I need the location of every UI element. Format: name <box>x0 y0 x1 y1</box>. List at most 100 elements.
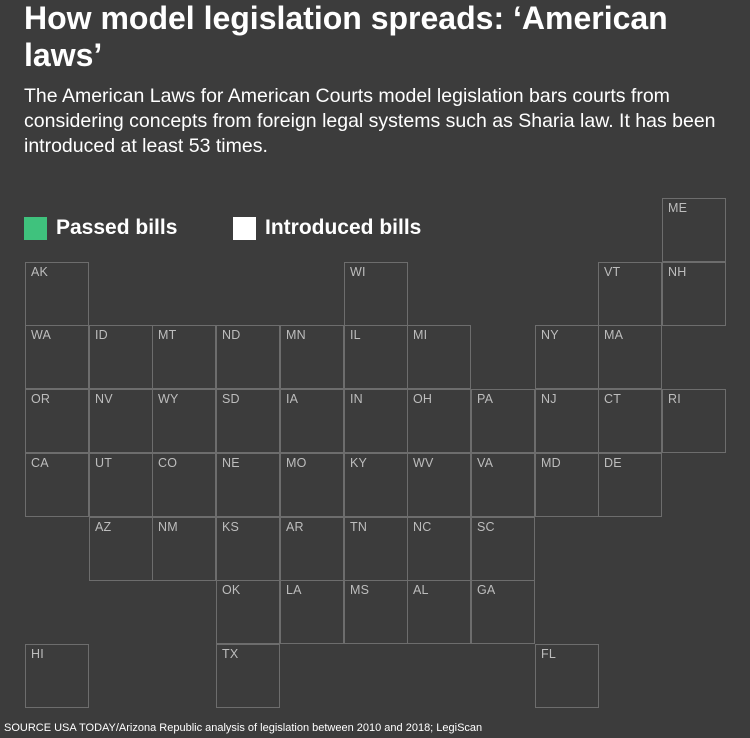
state-tile-nj: NJ <box>535 389 599 453</box>
state-label: HI <box>31 647 44 661</box>
state-tile-ok: OK <box>216 580 280 644</box>
state-label: AZ <box>95 520 112 534</box>
state-label: TN <box>350 520 368 534</box>
state-label: CT <box>604 392 622 406</box>
state-label: ME <box>668 201 688 215</box>
state-label: TX <box>222 647 239 661</box>
state-tile-ms: MS <box>344 580 408 644</box>
state-tile-sd: SD <box>216 389 280 453</box>
state-tile-wi: WI <box>344 262 408 326</box>
passed-swatch <box>24 216 47 240</box>
state-tile-ky: KY <box>344 453 408 517</box>
state-tile-mn: MN <box>280 325 344 389</box>
state-tile-mi: MI <box>407 325 471 389</box>
state-tile-ri: RI <box>662 389 726 453</box>
state-tile-ga: GA <box>471 580 535 644</box>
state-label: ID <box>95 328 108 342</box>
state-label: NC <box>413 520 432 534</box>
legend-introduced-label: Introduced bills <box>265 216 422 239</box>
state-tile-az: AZ <box>89 517 153 581</box>
state-label: NH <box>668 265 687 279</box>
state-tile-wv: WV <box>407 453 471 517</box>
state-label: MA <box>604 328 624 342</box>
state-tile-mt: MT <box>152 325 216 389</box>
state-label: NY <box>541 328 559 342</box>
state-tile-wa: WA <box>25 325 89 389</box>
state-tile-ks: KS <box>216 517 280 581</box>
state-tile-nc: NC <box>407 517 471 581</box>
legend-passed: Passed bills <box>24 213 177 243</box>
state-label: KS <box>222 520 240 534</box>
legend-introduced: Introduced bills <box>233 213 421 243</box>
state-label: MS <box>350 583 370 597</box>
state-label: NV <box>95 392 113 406</box>
state-label: SC <box>477 520 495 534</box>
state-label: CA <box>31 456 49 470</box>
state-tile-md: MD <box>535 453 599 517</box>
source-note: SOURCE USA TODAY/Arizona Republic analys… <box>4 722 483 734</box>
state-tile-ny: NY <box>535 325 599 389</box>
state-tile-al: AL <box>407 580 471 644</box>
state-tile-pa: PA <box>471 389 535 453</box>
state-label: DE <box>604 456 622 470</box>
state-label: WA <box>31 328 52 342</box>
state-tile-fl: FL <box>535 644 599 708</box>
state-tile-mo: MO <box>280 453 344 517</box>
state-tile-nh: NH <box>662 262 726 326</box>
page-title: How model legislation spreads: ‘American… <box>24 0 668 73</box>
state-tile-sc: SC <box>471 517 535 581</box>
state-label: MI <box>413 328 428 342</box>
state-label: SD <box>222 392 240 406</box>
state-tile-nd: ND <box>216 325 280 389</box>
state-label: FL <box>541 647 556 661</box>
state-tile-ct: CT <box>598 389 662 453</box>
state-tile-me: ME <box>662 198 726 262</box>
state-tile-oh: OH <box>407 389 471 453</box>
state-tile-il: IL <box>344 325 408 389</box>
state-label: NE <box>222 456 240 470</box>
state-label: RI <box>668 392 681 406</box>
state-tile-nv: NV <box>89 389 153 453</box>
state-label: MD <box>541 456 561 470</box>
state-tile-ma: MA <box>598 325 662 389</box>
state-label: WY <box>158 392 179 406</box>
state-label: IN <box>350 392 363 406</box>
state-label: MT <box>158 328 177 342</box>
state-tile-id: ID <box>89 325 153 389</box>
state-label: ND <box>222 328 241 342</box>
legend-passed-label: Passed bills <box>56 216 178 239</box>
introduced-swatch <box>233 216 256 240</box>
state-label: PA <box>477 392 494 406</box>
state-label: UT <box>95 456 113 470</box>
state-tile-de: DE <box>598 453 662 517</box>
state-tile-la: LA <box>280 580 344 644</box>
state-tile-co: CO <box>152 453 216 517</box>
state-tile-vt: VT <box>598 262 662 326</box>
state-tile-or: OR <box>25 389 89 453</box>
state-tile-tn: TN <box>344 517 408 581</box>
state-label: MN <box>286 328 306 342</box>
state-tile-in: IN <box>344 389 408 453</box>
state-label: AL <box>413 583 429 597</box>
page-subtitle: The American Laws for American Courts mo… <box>24 85 716 157</box>
state-label: KY <box>350 456 368 470</box>
state-label: WI <box>350 265 366 279</box>
state-label: MO <box>286 456 307 470</box>
state-tile-tx: TX <box>216 644 280 708</box>
state-label: GA <box>477 583 496 597</box>
state-label: AR <box>286 520 304 534</box>
state-label: VA <box>477 456 494 470</box>
state-label: OH <box>413 392 433 406</box>
state-label: VT <box>604 265 621 279</box>
state-label: IL <box>350 328 361 342</box>
state-tile-va: VA <box>471 453 535 517</box>
state-label: AK <box>31 265 49 279</box>
state-tile-nm: NM <box>152 517 216 581</box>
state-label: LA <box>286 583 302 597</box>
state-tile-wy: WY <box>152 389 216 453</box>
state-label: WV <box>413 456 434 470</box>
state-tile-ak: AK <box>25 262 89 326</box>
state-label: NM <box>158 520 178 534</box>
state-label: NJ <box>541 392 557 406</box>
state-label: OK <box>222 583 241 597</box>
